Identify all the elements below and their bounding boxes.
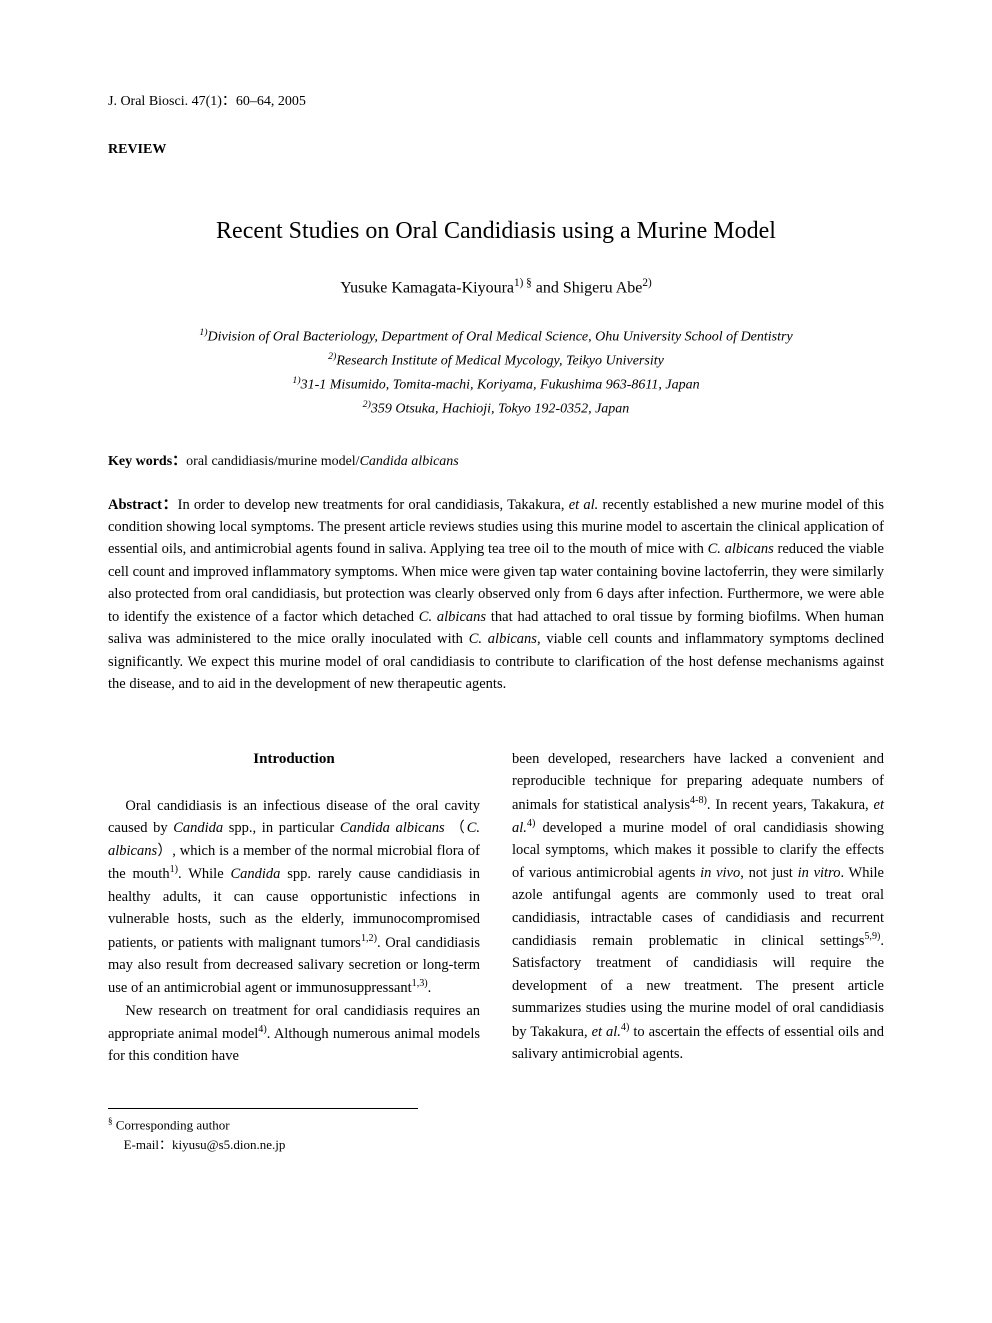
keywords-text: oral candidiasis/murine model/Candida al… bbox=[186, 454, 459, 469]
footnote-rule bbox=[108, 1108, 418, 1109]
footnote-block: § Corresponding author E-mail：kiyusu@s5.… bbox=[108, 1115, 884, 1154]
keywords-line: Key words：oral candidiasis/murine model/… bbox=[108, 450, 884, 470]
footnote-line-2: E-mail：kiyusu@s5.dion.ne.jp bbox=[108, 1135, 884, 1155]
affiliation-line-3: 1)31-1 Misumido, Tomita-machi, Koriyama,… bbox=[108, 373, 884, 397]
intro-para-1: Oral candidiasis is an infectious diseas… bbox=[108, 795, 480, 1000]
abstract-label: Abstract： bbox=[108, 497, 178, 513]
section-label: REVIEW bbox=[108, 142, 884, 158]
affiliation-line-1: 1)Division of Oral Bacteriology, Departm… bbox=[108, 325, 884, 349]
paper-title: Recent Studies on Oral Candidiasis using… bbox=[108, 218, 884, 245]
intro-para-3: been developed, researchers have lacked … bbox=[512, 748, 884, 1066]
affiliations-block: 1)Division of Oral Bacteriology, Departm… bbox=[108, 325, 884, 421]
journal-reference: J. Oral Biosci. 47(1)：60–64, 2005 bbox=[108, 90, 884, 110]
footnote-line-1: § Corresponding author bbox=[108, 1115, 884, 1135]
right-column: been developed, researchers have lacked … bbox=[512, 748, 884, 1068]
abstract-block: Abstract：In order to develop new treatme… bbox=[108, 494, 884, 696]
abstract-text: In order to develop new treatments for o… bbox=[108, 497, 884, 693]
keywords-label: Key words： bbox=[108, 454, 186, 469]
paper-page: J. Oral Biosci. 47(1)：60–64, 2005 REVIEW… bbox=[0, 0, 992, 1194]
authors-line: Yusuke Kamagata-Kiyoura1) § and Shigeru … bbox=[108, 277, 884, 297]
introduction-heading: Introduction bbox=[108, 748, 480, 771]
affiliation-line-2: 2)Research Institute of Medical Mycology… bbox=[108, 349, 884, 373]
left-column: Introduction Oral candidiasis is an infe… bbox=[108, 748, 480, 1068]
two-column-body: Introduction Oral candidiasis is an infe… bbox=[108, 748, 884, 1068]
affiliation-line-4: 2)359 Otsuka, Hachioji, Tokyo 192-0352, … bbox=[108, 397, 884, 421]
intro-para-2: New research on treatment for oral candi… bbox=[108, 1000, 480, 1068]
